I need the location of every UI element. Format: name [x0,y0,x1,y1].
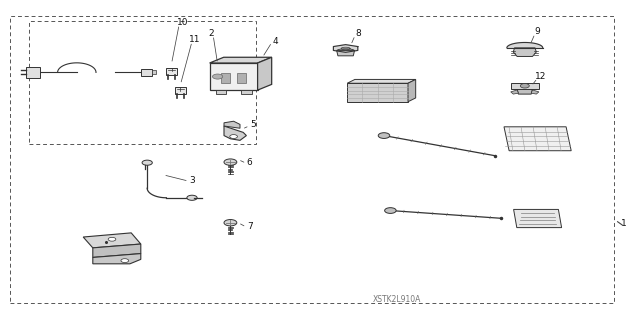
Polygon shape [511,90,518,94]
Polygon shape [333,45,358,52]
Text: 6: 6 [247,158,252,167]
Text: 7: 7 [247,222,252,231]
Polygon shape [507,42,543,48]
Circle shape [224,219,237,226]
Polygon shape [93,244,141,257]
Polygon shape [337,50,355,56]
Bar [26,67,40,78]
Text: 2: 2 [209,29,214,38]
Text: 1: 1 [621,219,627,228]
Circle shape [520,84,529,88]
Circle shape [224,159,237,165]
Text: XSTK2L910A: XSTK2L910A [372,295,421,304]
Polygon shape [517,89,532,94]
Bar [29,21,256,144]
Text: 3: 3 [189,176,195,185]
Text: 5: 5 [250,120,255,129]
Bar [152,70,156,74]
Circle shape [212,74,223,79]
Polygon shape [93,254,141,264]
Polygon shape [347,79,416,83]
Bar [141,69,152,76]
Circle shape [230,135,237,138]
Circle shape [187,195,197,200]
Bar [237,73,246,83]
Text: 10: 10 [177,18,188,27]
Text: 12: 12 [535,72,547,81]
Text: 11: 11 [189,35,201,44]
Polygon shape [224,121,240,128]
Bar [241,90,252,94]
Text: 8: 8 [356,29,361,38]
Polygon shape [224,126,246,140]
Circle shape [378,133,390,138]
Polygon shape [513,48,536,56]
Circle shape [142,160,152,165]
Polygon shape [408,79,416,102]
Bar [166,68,177,75]
Polygon shape [83,233,141,248]
Bar [221,73,230,83]
Bar [210,63,258,90]
Bar [347,83,408,102]
Bar [175,87,186,94]
Circle shape [385,208,396,213]
Bar [511,83,539,89]
Polygon shape [257,57,272,90]
Bar [216,90,226,94]
Text: 9: 9 [535,27,540,36]
Polygon shape [210,57,272,63]
Text: 4: 4 [273,37,278,46]
Polygon shape [531,90,539,94]
Polygon shape [504,127,571,151]
Circle shape [108,237,116,241]
Circle shape [121,259,129,263]
Polygon shape [514,209,562,228]
